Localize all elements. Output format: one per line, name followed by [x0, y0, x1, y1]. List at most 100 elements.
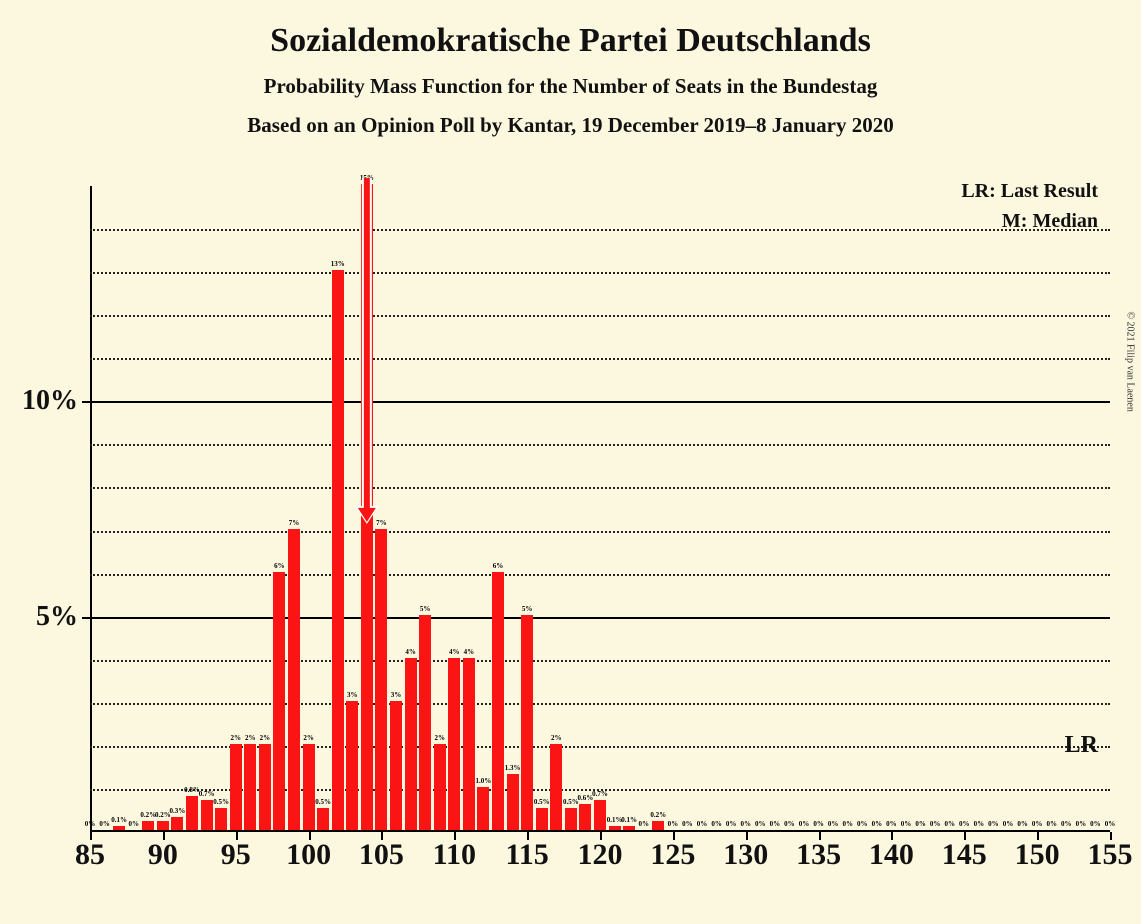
- grid-minor-line: [90, 444, 1110, 446]
- bar: [244, 744, 256, 830]
- bar: [623, 826, 635, 830]
- bar: [565, 808, 577, 830]
- bar: [113, 826, 125, 830]
- bar: [303, 744, 315, 830]
- bar-value-label: 0%: [813, 820, 824, 828]
- bar-value-label: 0%: [857, 820, 868, 828]
- x-axis-label: 115: [505, 838, 548, 872]
- x-axis-label: 95: [221, 838, 251, 872]
- bar: [536, 808, 548, 830]
- bar-value-label: 0%: [726, 820, 737, 828]
- bar: [521, 615, 533, 830]
- x-axis-label: 120: [578, 838, 623, 872]
- bar-value-label: 0%: [828, 820, 839, 828]
- x-axis-label: 150: [1015, 838, 1060, 872]
- bar: [142, 821, 154, 830]
- x-axis-label: 130: [723, 838, 768, 872]
- bar-value-label: 2%: [245, 734, 256, 742]
- bar: [434, 744, 446, 830]
- bar: [652, 821, 664, 830]
- x-axis-label: 110: [433, 838, 476, 872]
- bar-value-label: 0%: [1105, 820, 1116, 828]
- bar-value-label: 0%: [1076, 820, 1087, 828]
- bar-value-label: 0.5%: [534, 798, 550, 806]
- bar-value-label: 7%: [376, 519, 387, 527]
- bar-value-label: 0.5%: [213, 798, 229, 806]
- bar-value-label: 0%: [711, 820, 722, 828]
- bar-value-label: 0%: [974, 820, 985, 828]
- median-arrow: [90, 176, 1110, 842]
- bar-value-label: 0%: [1046, 820, 1057, 828]
- grid-minor-line: [90, 703, 1110, 705]
- x-axis-label: 90: [148, 838, 178, 872]
- bar: [477, 787, 489, 830]
- grid-major-line: [90, 401, 1110, 403]
- grid-minor-line: [90, 315, 1110, 317]
- bar: [492, 572, 504, 830]
- grid-minor-line: [90, 229, 1110, 231]
- bar-value-label: 2%: [551, 734, 562, 742]
- last-result-tag: LR: [1065, 732, 1098, 759]
- bar-value-label: 0%: [755, 820, 766, 828]
- bar: [288, 529, 300, 830]
- bar-value-label: 0.7%: [592, 790, 608, 798]
- copyright-text: © 2021 Filip van Laenen: [1124, 311, 1135, 411]
- bar-value-label: 0.2%: [155, 811, 171, 819]
- bar-value-label: 6%: [493, 562, 504, 570]
- bar-value-label: 0%: [99, 820, 110, 828]
- bar: [332, 270, 344, 830]
- bar-value-label: 0.3%: [170, 807, 186, 815]
- bar-value-label: 3%: [391, 691, 402, 699]
- bar: [507, 774, 519, 830]
- bar-value-label: 0%: [638, 820, 649, 828]
- bar-value-label: 13%: [331, 260, 345, 268]
- chart-subtitle-2: Based on an Opinion Poll by Kantar, 19 D…: [0, 113, 1141, 138]
- bar-value-label: 0.2%: [140, 811, 156, 819]
- bar: [448, 658, 460, 830]
- y-tick: [82, 617, 90, 619]
- bar-value-label: 0%: [740, 820, 751, 828]
- bar-value-label: 0.5%: [563, 798, 579, 806]
- bar-value-label: 0%: [668, 820, 679, 828]
- bar-value-label: 0%: [85, 820, 96, 828]
- grid-major-line: [90, 617, 1110, 619]
- bar: [201, 800, 213, 830]
- grid-minor-line: [90, 746, 1110, 748]
- bar: [273, 572, 285, 830]
- bar-value-label: 0%: [886, 820, 897, 828]
- bar-value-label: 0%: [784, 820, 795, 828]
- grid-minor-line: [90, 531, 1110, 533]
- bar-value-label: 0%: [770, 820, 781, 828]
- bar-value-label: 0%: [1003, 820, 1014, 828]
- x-axis-label: 140: [869, 838, 914, 872]
- bar-value-label: 2%: [230, 734, 241, 742]
- bar-value-label: 0.2%: [650, 811, 666, 819]
- bar-value-label: 0%: [1090, 820, 1101, 828]
- bar: [609, 826, 621, 830]
- y-axis-label: 5%: [36, 601, 78, 633]
- bar: [230, 744, 242, 830]
- plot-area: LR: Last Result M: Median 5%10%859095100…: [90, 186, 1110, 832]
- bar-value-label: 0.5%: [315, 798, 331, 806]
- bar: [259, 744, 271, 830]
- y-tick: [82, 401, 90, 403]
- grid-minor-line: [90, 358, 1110, 360]
- bar-value-label: 0%: [1061, 820, 1072, 828]
- bar: [375, 529, 387, 830]
- bar: [157, 821, 169, 830]
- x-axis-label: 155: [1088, 838, 1133, 872]
- y-axis-line: [90, 186, 92, 832]
- bar-value-label: 0.1%: [607, 816, 623, 824]
- bar-value-label: 1.0%: [476, 777, 492, 785]
- bar-value-label: 0.1%: [111, 816, 127, 824]
- bar-value-label: 4%: [449, 648, 460, 656]
- bar-value-label: 0%: [872, 820, 883, 828]
- bar-value-label: 7%: [289, 519, 300, 527]
- x-axis-label: 100: [286, 838, 331, 872]
- chart-subtitle-1: Probability Mass Function for the Number…: [0, 74, 1141, 99]
- grid-minor-line: [90, 660, 1110, 662]
- bar-value-label: 0%: [682, 820, 693, 828]
- bar-value-label: 0%: [697, 820, 708, 828]
- grid-minor-line: [90, 272, 1110, 274]
- bar: [171, 817, 183, 830]
